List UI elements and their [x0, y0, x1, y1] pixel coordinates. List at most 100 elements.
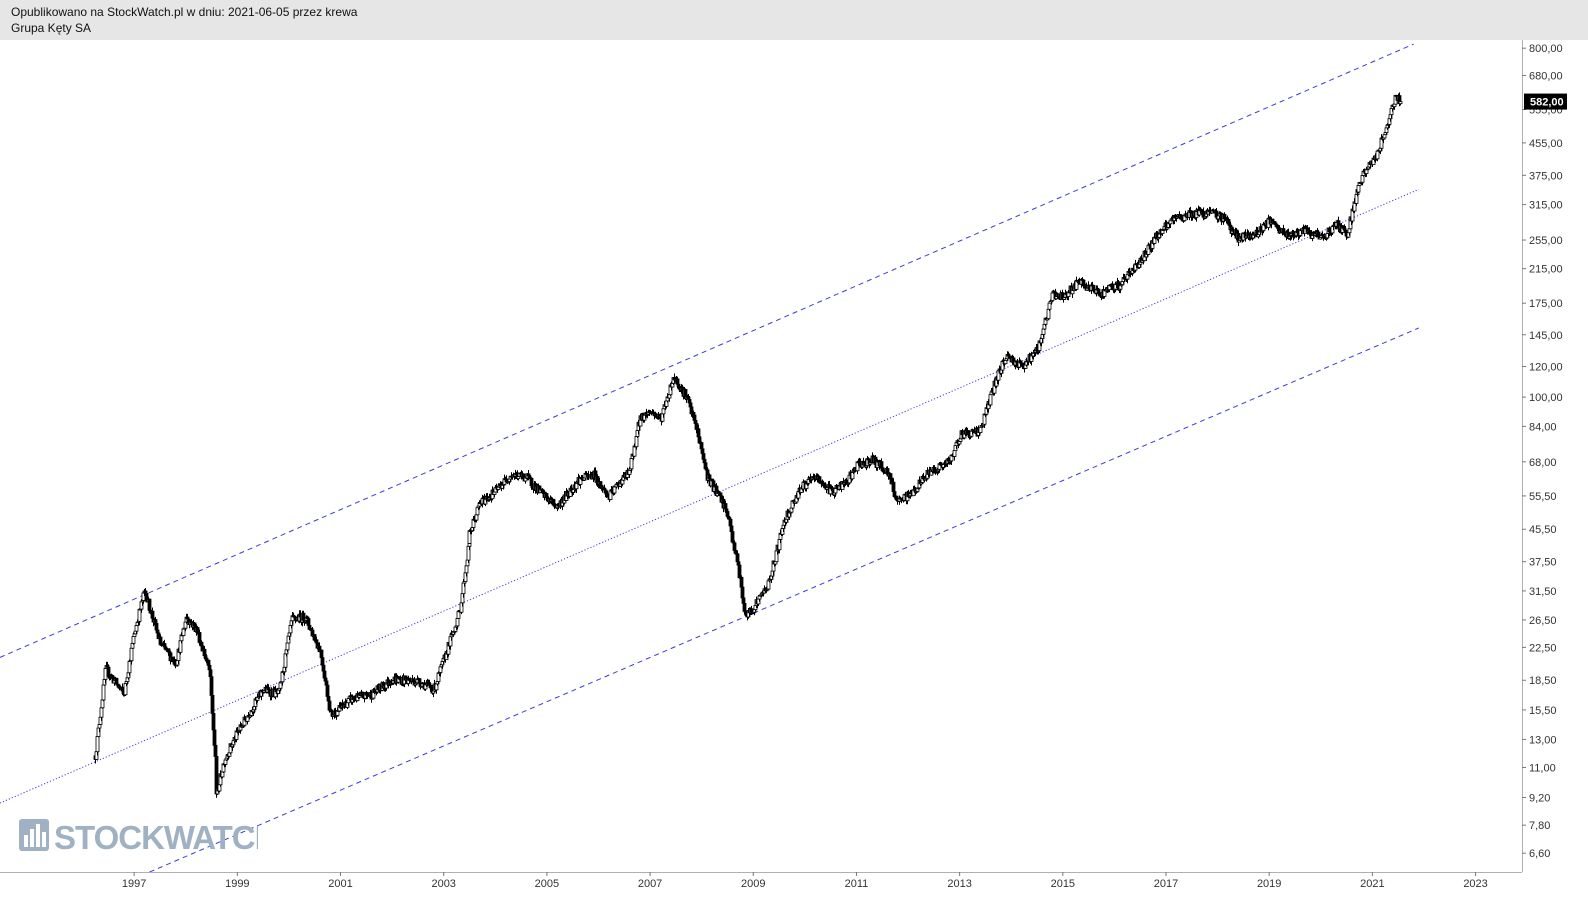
y-tick-label-21: 18,50 [1529, 675, 1557, 687]
stockwatch-watermark: STOCKWATCH [19, 819, 258, 855]
candle-body [1375, 150, 1380, 160]
x-tick-label-13: 2021 [1360, 878, 1384, 890]
candle-body [978, 427, 983, 433]
candle-55 [147, 598, 152, 612]
candle-body [1356, 185, 1361, 193]
y-tick-label-25: 9,20 [1529, 792, 1550, 804]
time-axis: 1997 1999 2001 2003 2005 2007 2009 2011 2013 2015… [0, 872, 1522, 890]
candle-body [749, 608, 754, 613]
candle-body [134, 625, 139, 632]
candle-body [99, 707, 104, 718]
instrument-name: Grupa Kęty SA [11, 21, 92, 35]
candle-body [661, 408, 666, 415]
y-tick-label-6: 315,00 [1529, 200, 1563, 212]
x-tick-label-8: 2011 [845, 878, 869, 890]
x-tick-label-5: 2005 [535, 878, 559, 890]
x-tick-label-9: 2013 [947, 878, 971, 890]
candle-120 [212, 728, 217, 746]
candle-body [211, 713, 216, 731]
price-axis: 800,00680,00555,00455,00375,00315,00255,… [1522, 40, 1567, 872]
price-chart: 800,00680,00555,00455,00375,00315,00255,… [0, 40, 1567, 890]
candle-989 [1074, 276, 1079, 291]
y-tick-label-5: 375,00 [1529, 170, 1563, 182]
candle-body [474, 514, 479, 521]
candle-body [131, 636, 136, 644]
candles [93, 92, 1403, 798]
candle-body [210, 695, 215, 714]
x-tick-label-6: 2007 [638, 878, 662, 890]
y-tick-label-23: 13,00 [1529, 734, 1557, 746]
y-tick-label-4: 455,00 [1529, 138, 1563, 150]
candle-body [632, 445, 637, 457]
candle-body [627, 469, 632, 475]
candle-body [741, 597, 746, 604]
candle-body [467, 543, 472, 547]
candle-body [147, 598, 152, 611]
y-tick-label-14: 68,00 [1529, 457, 1557, 469]
candle-body [833, 488, 838, 494]
candle-121 [213, 742, 218, 757]
candle-1316 [1398, 98, 1403, 106]
bar-chart-icon [19, 819, 49, 851]
candle-body [723, 503, 728, 510]
y-tick-label-8: 215,00 [1529, 264, 1563, 276]
candle-body [1047, 302, 1052, 310]
candle-body [209, 676, 214, 696]
candle-body [1168, 220, 1173, 225]
candle-body [150, 610, 155, 619]
x-tick-label-3: 2001 [328, 878, 352, 890]
candle-body [464, 565, 469, 574]
candle-body [101, 684, 106, 701]
published-info: Opublikowano na StockWatch.pl w dniu: 20… [11, 5, 358, 19]
candle-body [438, 666, 443, 673]
candle-body [114, 677, 119, 685]
candle-body [213, 744, 218, 757]
candle-body [278, 682, 283, 689]
last-price-tag: 582,00 [1524, 93, 1567, 110]
candle-body [129, 647, 134, 662]
y-tick-label-16: 45,50 [1529, 524, 1557, 536]
candle-body [1050, 292, 1055, 301]
candle-body [95, 736, 100, 753]
candle-22 [114, 677, 119, 685]
y-tick-label-13: 84,00 [1529, 421, 1557, 433]
x-tick-label-7: 2009 [741, 878, 765, 890]
channel-line-1 [0, 43, 1414, 658]
last-price-box [1524, 93, 1567, 110]
candle-body [455, 618, 460, 627]
y-tick-label-19: 26,50 [1529, 615, 1557, 627]
y-tick-label-10: 145,00 [1529, 330, 1563, 342]
chart-header: Opublikowano na StockWatch.pl w dniu: 20… [0, 0, 1588, 40]
y-tick-label-17: 37,50 [1529, 557, 1557, 569]
candle-body [735, 553, 740, 563]
y-tick-label-12: 100,00 [1529, 392, 1563, 404]
channel-line-3 [149, 327, 1420, 873]
candle-body [192, 622, 197, 627]
y-tick-label-26: 7,80 [1529, 820, 1550, 832]
watermark-text: STOCKWATCH [54, 819, 258, 855]
candle-body [988, 394, 993, 406]
y-tick-label-24: 11,00 [1529, 762, 1556, 774]
candle-body [729, 525, 734, 532]
candle-body [718, 492, 723, 497]
candle-body [245, 716, 250, 722]
candle-body [97, 724, 102, 729]
candle-body [127, 660, 132, 674]
x-tick-label-10: 2015 [1051, 878, 1075, 890]
candle-89 [181, 628, 186, 636]
trend-channel [0, 43, 1420, 873]
candle-body [325, 684, 330, 697]
candle-body [285, 642, 290, 651]
candle-234 [325, 682, 330, 697]
candle-body [629, 458, 634, 470]
candle-body [1382, 134, 1387, 139]
y-tick-label-18: 31,50 [1529, 586, 1557, 598]
x-tick-label-2: 1999 [225, 878, 249, 890]
candle-body [181, 628, 186, 636]
x-tick-label-4: 2003 [431, 878, 455, 890]
candle-body [1398, 101, 1403, 105]
candle-body [103, 668, 108, 680]
x-tick-label-1: 1997 [122, 878, 146, 890]
y-tick-label-7: 255,00 [1529, 235, 1563, 247]
x-tick-label-14: 2023 [1463, 878, 1487, 890]
